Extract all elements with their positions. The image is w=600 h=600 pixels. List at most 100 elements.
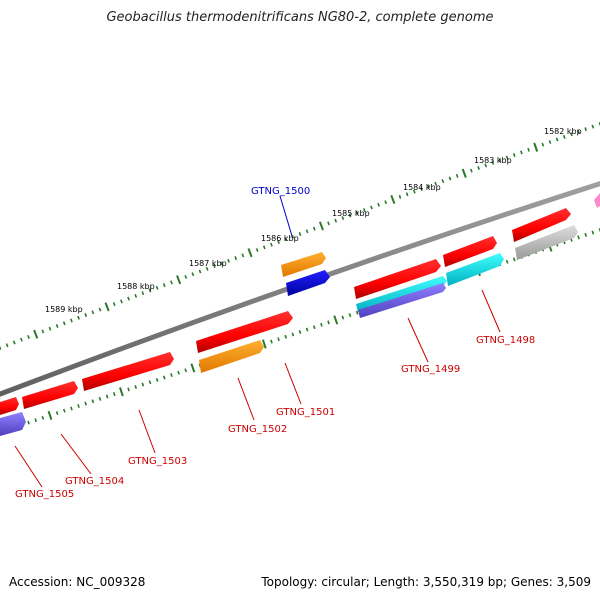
- minor-tick: [377, 202, 380, 207]
- minor-tick: [291, 332, 295, 337]
- tick-label-1586: 1586 kbp: [261, 234, 299, 243]
- minor-tick: [341, 216, 345, 220]
- purple-feature-1499[interactable]: [358, 283, 446, 318]
- minor-tick: [177, 370, 180, 375]
- tick-label-1585: 1585 kbp: [332, 209, 370, 218]
- minor-tick: [191, 272, 195, 277]
- grey-feature[interactable]: [515, 225, 578, 260]
- minor-tick: [298, 330, 302, 334]
- minor-tick: [98, 396, 102, 401]
- minor-tick: [77, 315, 80, 320]
- minor-tick: [520, 150, 523, 155]
- gene-label-1501: GTNG_1501: [276, 407, 335, 418]
- minor-tick: [255, 248, 259, 252]
- minor-tick: [227, 258, 230, 263]
- minor-tick: [70, 406, 73, 411]
- minor-tick: [312, 226, 316, 231]
- minor-tick: [120, 299, 123, 304]
- minor-tick: [55, 324, 59, 328]
- minor-tick: [277, 337, 280, 342]
- minor-tick: [355, 210, 359, 215]
- minor-tick: [27, 335, 30, 339]
- minor-tick: [291, 234, 295, 239]
- minor-tick: [312, 325, 316, 330]
- cyan-feature-1498[interactable]: [446, 253, 504, 286]
- minor-tick: [412, 189, 416, 194]
- orange-feature-1502[interactable]: [199, 340, 264, 373]
- major-tick: [318, 221, 324, 231]
- outer-tick-ring: [0, 122, 600, 350]
- major-tick: [47, 410, 53, 421]
- gene-arrow-1503[interactable]: [82, 352, 174, 391]
- minor-tick: [384, 200, 388, 205]
- gene-label-1500: GTNG_1500: [251, 186, 310, 197]
- minor-tick: [91, 310, 95, 315]
- minor-tick: [84, 313, 88, 317]
- minor-tick: [448, 176, 452, 181]
- minor-tick: [434, 181, 438, 186]
- minor-tick: [170, 373, 173, 378]
- minor-tick: [562, 134, 566, 139]
- minor-tick: [577, 235, 580, 240]
- purple-feature-1505[interactable]: [0, 412, 26, 436]
- minor-tick: [477, 166, 480, 170]
- minor-tick: [70, 318, 73, 323]
- minor-tick: [212, 264, 216, 269]
- major-tick: [190, 363, 196, 373]
- minor-tick: [570, 132, 573, 137]
- minor-tick: [284, 334, 288, 339]
- minor-tick: [48, 326, 52, 331]
- minor-tick: [27, 420, 30, 425]
- minor-tick: [141, 291, 145, 296]
- minor-tick: [512, 257, 516, 262]
- minor-tick: [441, 179, 445, 184]
- gene-arrow-1505[interactable]: [0, 397, 19, 415]
- minor-tick: [205, 266, 209, 271]
- minor-tick: [270, 242, 273, 247]
- minor-tick: [62, 408, 66, 413]
- major-tick: [261, 339, 267, 349]
- tick-label-1584: 1584 kbp: [403, 183, 441, 192]
- pink-feature[interactable]: [594, 193, 600, 208]
- minor-tick: [298, 232, 302, 236]
- major-tick: [333, 315, 339, 325]
- genome-stats-text: Topology: circular; Length: 3,550,319 bp…: [261, 575, 591, 589]
- gene-labels: GTNG_1498 GTNG_1499 GTNG_1500 GTNG_1501 …: [15, 186, 535, 500]
- minor-tick: [277, 240, 280, 244]
- gene-arrow-1504[interactable]: [22, 381, 78, 409]
- minor-tick: [98, 307, 102, 312]
- minor-tick: [491, 160, 495, 165]
- minor-tick: [362, 208, 366, 213]
- tick-label-1587: 1587 kbp: [189, 259, 227, 268]
- minor-tick: [405, 192, 409, 197]
- minor-tick: [334, 218, 338, 223]
- tick-label-1588: 1588 kbp: [117, 282, 155, 291]
- major-tick: [176, 275, 182, 285]
- gene-arrow-1499[interactable]: [354, 259, 441, 299]
- orange-feature-1500[interactable]: [281, 252, 326, 277]
- minor-tick: [484, 163, 488, 168]
- cyan-feature-1499[interactable]: [356, 276, 447, 312]
- gene-arrow-1498[interactable]: [443, 236, 497, 267]
- minor-tick: [284, 237, 288, 242]
- minor-tick: [305, 229, 309, 234]
- gene-arrow-1498a[interactable]: [512, 208, 571, 242]
- minor-tick: [234, 256, 238, 261]
- gene-arrow-1501[interactable]: [196, 311, 293, 353]
- major-tick: [119, 387, 124, 397]
- minor-tick: [270, 339, 273, 344]
- minor-tick: [55, 411, 59, 416]
- minor-tick: [584, 232, 588, 237]
- major-tick: [461, 168, 467, 178]
- minor-tick: [341, 315, 345, 320]
- blue-feature-1500[interactable]: [286, 270, 330, 296]
- minor-tick: [327, 320, 330, 325]
- minor-tick: [591, 230, 595, 235]
- minor-tick: [162, 375, 166, 380]
- minor-tick: [84, 401, 88, 406]
- tick-label-1582: 1582 kbp: [544, 127, 582, 136]
- minor-tick: [455, 173, 459, 178]
- minor-tick: [505, 259, 509, 264]
- minor-tick: [134, 385, 138, 389]
- minor-tick: [305, 327, 309, 332]
